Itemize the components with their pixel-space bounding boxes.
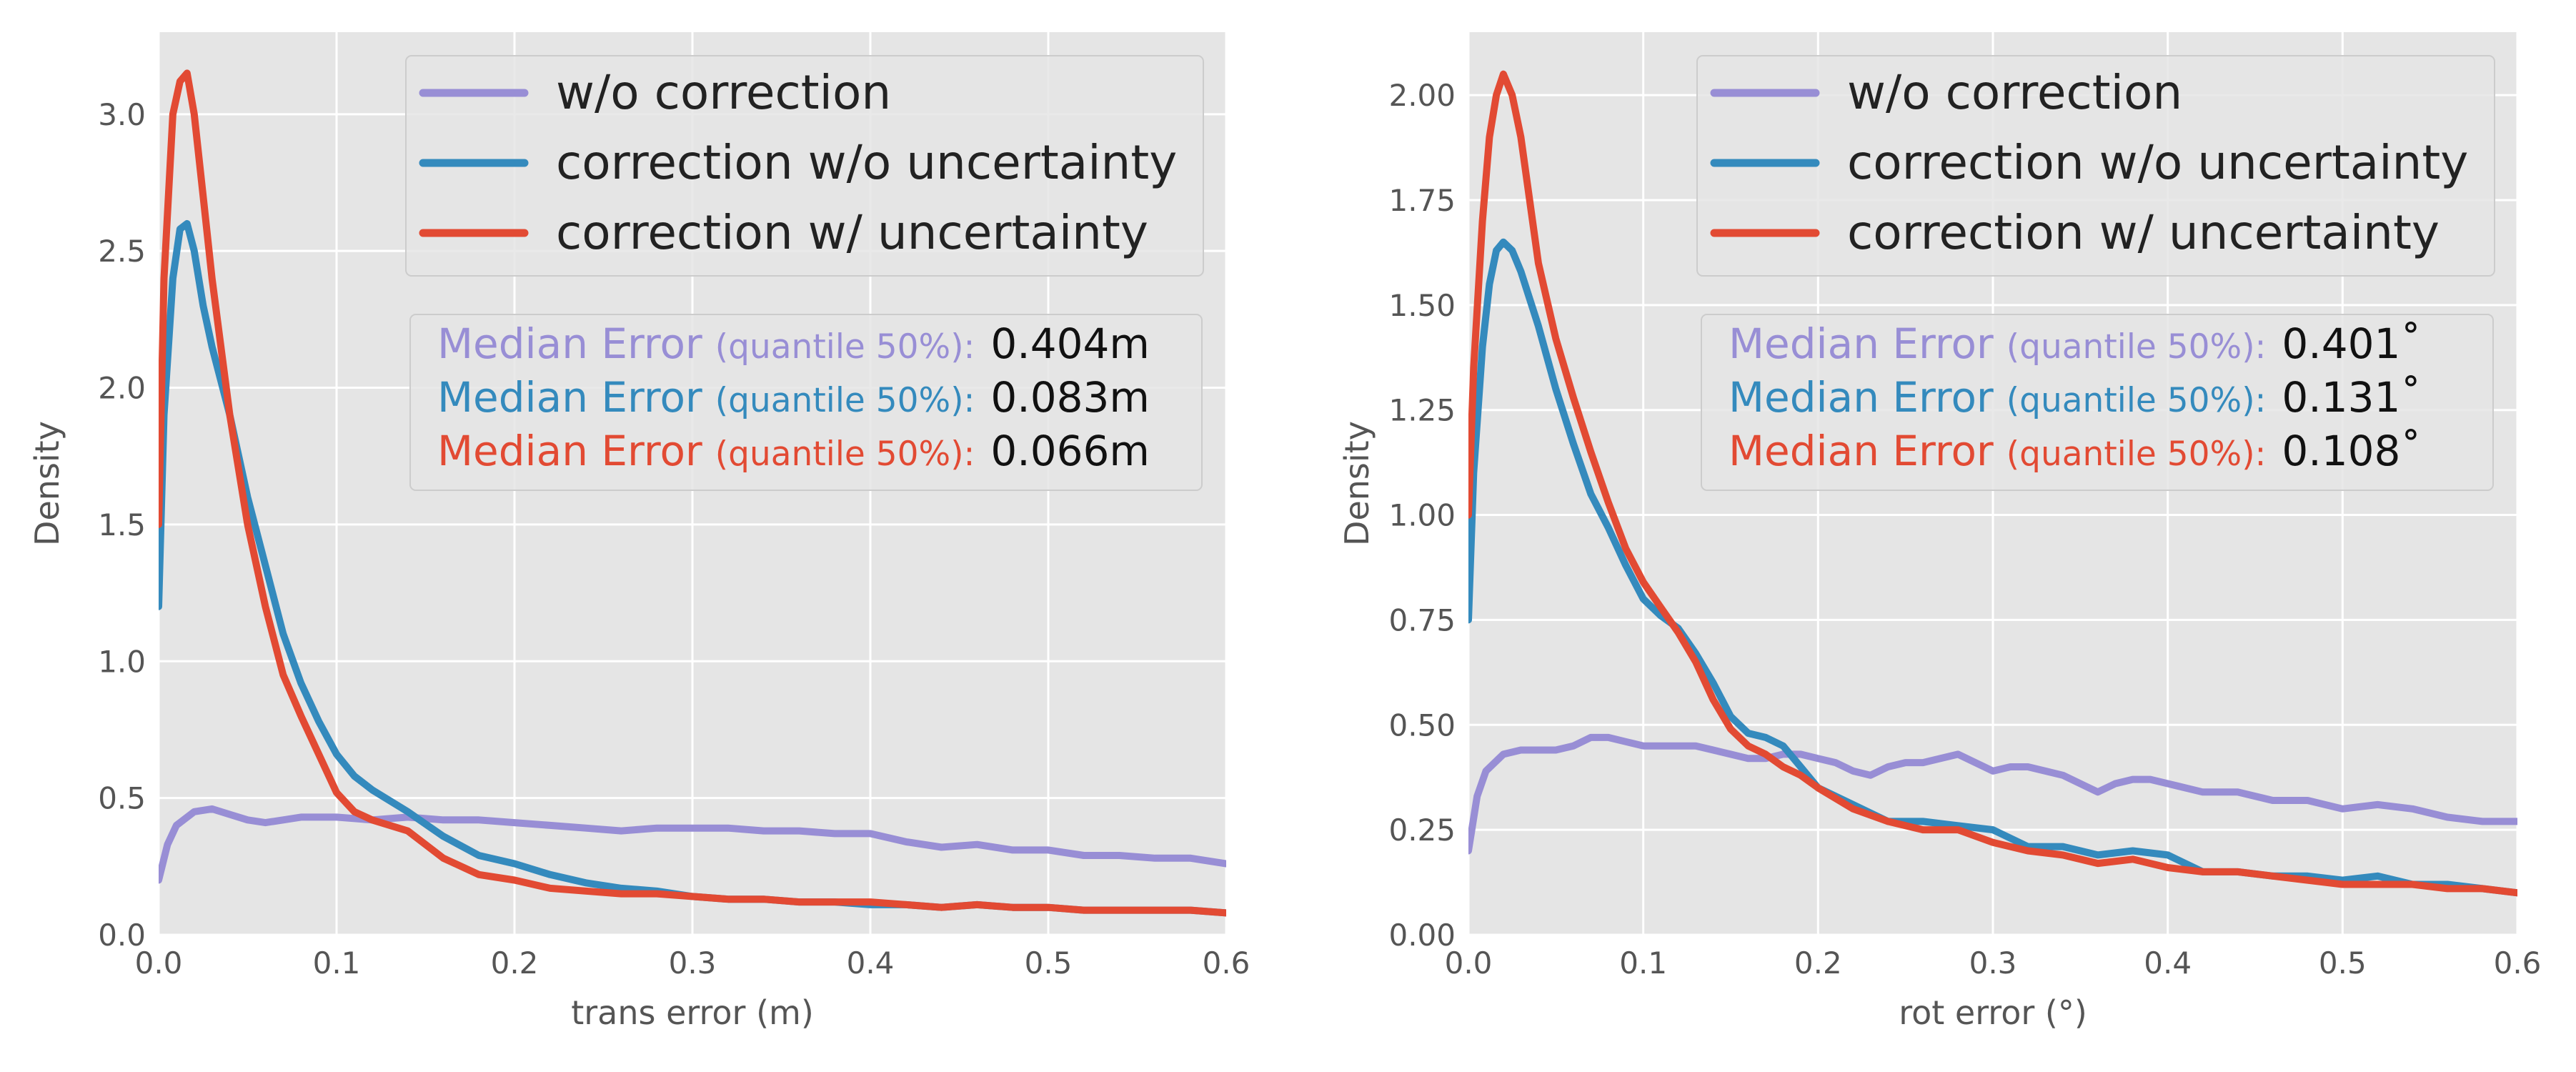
median-value: 0.083m (990, 373, 1150, 422)
median-annotation: Median Error (quantile 50%): 0.066m (437, 427, 1150, 475)
y-tick-label: 1.25 (1388, 393, 1456, 428)
x-tick-label: 0.5 (1025, 946, 1073, 981)
median-box (409, 314, 1203, 491)
y-axis-title: Density (1338, 421, 1376, 546)
x-tick-label: 0.3 (669, 946, 717, 981)
x-tick-label: 0.2 (491, 946, 539, 981)
y-tick-label: 1.00 (1388, 498, 1456, 533)
y-tick-label: 2.5 (98, 234, 146, 269)
y-tick-label: 1.5 (98, 507, 146, 542)
median-label: Median Error (1729, 319, 1994, 368)
median-qualifier: (quantile 50%): (2006, 381, 2267, 420)
legend-label: correction w/ uncertainty (1847, 205, 2440, 260)
chart-2: 0.0 0.1 0.2 0.3 0.4 0.5 0.6 0.00 0.25 0.50 0.75 1.0… (1338, 32, 2541, 1032)
y-tick-label: 3.0 (98, 97, 146, 132)
x-tick-label: 0.4 (2144, 946, 2192, 981)
median-qualifier: (quantile 50%): (715, 381, 975, 420)
x-axis-title: trans error (m) (571, 993, 814, 1032)
median-annotation: Median Error (quantile 50%): 0.131˚ (1729, 373, 2421, 422)
x-tick-label: 0.0 (1445, 946, 1493, 981)
y-tick-label: 0.0 (98, 918, 146, 953)
y-tick-label: 0.50 (1388, 708, 1456, 743)
median-qualifier: (quantile 50%): (715, 435, 975, 474)
median-value: 0.404m (990, 319, 1150, 368)
median-value: 0.066m (990, 427, 1150, 475)
legend-label: w/o correction (556, 65, 891, 120)
median-annotation: Median Error (quantile 50%): 0.401˚ (1729, 319, 2421, 368)
median-value: 0.108˚ (2282, 427, 2421, 475)
median-qualifier: (quantile 50%): (2006, 435, 2267, 474)
x-tick-label: 0.6 (1203, 946, 1250, 981)
legend-box (405, 55, 1204, 277)
x-tick-label: 0.0 (135, 946, 183, 981)
median-annotation: Median Error (quantile 50%): 0.404m (437, 319, 1150, 368)
x-tick-label: 0.5 (2319, 946, 2367, 981)
y-tick-label: 0.00 (1388, 918, 1456, 953)
x-tick-label: 0.3 (1969, 946, 2017, 981)
y-axis-title: Density (28, 421, 66, 546)
median-label: Median Error (437, 319, 702, 368)
x-tick-label: 0.4 (847, 946, 895, 981)
chart-1: 0.0 0.1 0.2 0.3 0.4 0.5 0.6 0.0 0.5 1.0 1.5 2.0 2.5 3… (28, 32, 1250, 1032)
y-tick-label: 0.75 (1388, 602, 1456, 637)
median-qualifier: (quantile 50%): (715, 327, 975, 367)
series-line-1 (159, 805, 1226, 884)
y-tick-label: 2.00 (1388, 78, 1456, 113)
y-tick-label: 1.0 (98, 644, 146, 679)
series-line-3 (1468, 70, 2517, 897)
legend-label: correction w/ uncertainty (556, 205, 1148, 260)
x-tick-label: 0.6 (2494, 946, 2542, 981)
median-box (1701, 314, 2494, 491)
legend-label: w/o correction (1847, 65, 2182, 120)
median-label: Median Error (437, 373, 702, 422)
median-value: 0.401˚ (2282, 319, 2421, 368)
series-line-1 (1468, 733, 2517, 855)
median-qualifier: (quantile 50%): (2006, 327, 2267, 367)
legend-box (1696, 55, 2495, 277)
y-tick-label: 2.0 (98, 371, 146, 406)
median-label: Median Error (437, 427, 702, 475)
median-label: Median Error (1729, 427, 1994, 475)
median-label: Median Error (1729, 373, 1994, 422)
y-tick-label: 0.5 (98, 781, 146, 816)
y-tick-label: 1.75 (1388, 183, 1456, 218)
x-tick-label: 0.1 (1619, 946, 1667, 981)
x-tick-label: 0.1 (313, 946, 361, 981)
x-axis-title: rot error (°) (1899, 993, 2087, 1032)
legend-label: correction w/o uncertainty (1847, 135, 2468, 190)
legend-label: correction w/o uncertainty (556, 135, 1177, 190)
median-value: 0.131˚ (2282, 373, 2421, 422)
x-tick-label: 0.2 (1794, 946, 1842, 981)
median-annotation: Median Error (quantile 50%): 0.083m (437, 373, 1150, 422)
series-line-3 (159, 69, 1226, 917)
median-annotation: Median Error (quantile 50%): 0.108˚ (1729, 427, 2421, 475)
y-tick-label: 0.25 (1388, 813, 1456, 848)
y-tick-label: 1.50 (1388, 288, 1456, 323)
